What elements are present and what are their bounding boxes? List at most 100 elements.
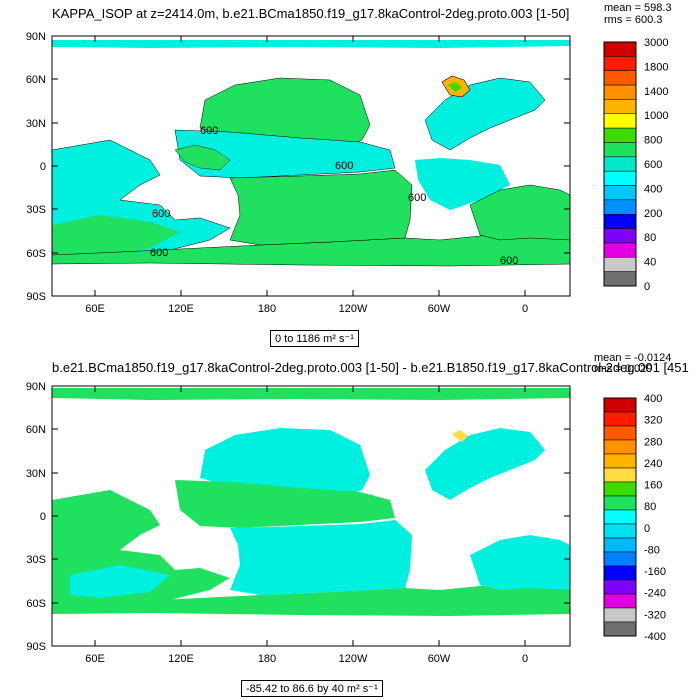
p1-colorbar-label: 200 <box>644 208 662 220</box>
p2-colorbar-swatch <box>603 593 637 609</box>
p1-colorbar-label: 3000 <box>644 37 668 49</box>
p1-lat-label: 90N <box>26 31 46 43</box>
p2-colorbar-swatch <box>603 495 637 511</box>
p1-greenland-core <box>448 82 462 92</box>
p1-south-pacific <box>229 169 413 246</box>
p2-colorbar-swatch <box>603 621 637 637</box>
p2-colorbar-swatch <box>603 453 637 469</box>
p2-colorbar-label: -160 <box>644 566 666 578</box>
p1-maritime-continent <box>174 144 231 171</box>
p1-colorbar-swatch <box>603 213 637 229</box>
p1-lon-label: 120E <box>168 303 194 315</box>
p2-colorbar-label: -320 <box>644 609 666 621</box>
p1-lat-label: 0 <box>40 161 46 173</box>
p2-lon-label: 60E <box>85 653 105 665</box>
panel2-rms: rms = 0.029 <box>594 363 653 375</box>
p1-colorbar-swatch <box>603 170 637 186</box>
panel2-range-box: -85.42 to 86.6 by 40 m² s⁻¹ <box>241 680 383 697</box>
p1-contour-label: 600 <box>408 192 426 204</box>
p1-colorbar-swatch <box>603 142 637 158</box>
panel1-range-box: 0 to 1186 m² s⁻¹ <box>270 330 359 347</box>
p1-lat-label: 90S <box>26 291 46 303</box>
p1-contour-label: 600 <box>200 125 218 137</box>
p1-colorbar-swatch <box>603 41 637 57</box>
p1-eq-pacific <box>174 129 396 179</box>
p2-colorbar-swatch <box>603 509 637 525</box>
p2-colorbar-swatch <box>603 481 637 497</box>
p1-south-atlantic <box>469 184 570 241</box>
p1-colorbar-swatch <box>603 228 637 244</box>
p2-north-atlantic <box>425 428 545 500</box>
p2-colorbar-frame <box>603 397 637 637</box>
p1-colorbar-frame <box>603 41 637 287</box>
p2-north-pacific <box>200 428 370 498</box>
p1-colorbar-swatch <box>603 70 637 86</box>
p2-lat-label: 60S <box>26 598 46 610</box>
p1-lat-label: 30S <box>26 204 46 216</box>
panel2-colorbar: 400 320 280 240 160 80 0 -80 -160 -240 -320 -400 <box>603 393 666 643</box>
p1-colorbar-swatch <box>603 185 637 201</box>
p2-lat-label: 30N <box>26 468 46 480</box>
p2-south-atlantic <box>470 535 570 590</box>
p1-colorbar-label: 1400 <box>644 86 668 98</box>
p2-eq-pacific <box>175 480 395 528</box>
p1-contour-label: 600 <box>150 247 168 259</box>
p1-lat-label: 30N <box>26 118 46 130</box>
panel1-title: KAPPA_ISOP at z=2414.0m, b.e21.BCma1850.… <box>52 6 570 21</box>
panel1-mean: mean = 598.3 <box>604 2 672 14</box>
p2-colorbar-swatch <box>603 579 637 595</box>
p1-colorbar-swatch <box>603 199 637 215</box>
p2-colorbar-swatch <box>603 537 637 553</box>
p2-lat-label: 30S <box>26 554 46 566</box>
p2-colorbar-swatch <box>603 565 637 581</box>
p1-colorbar-label: 600 <box>644 159 662 171</box>
p1-indian-ocean-core <box>52 215 180 258</box>
p1-lat-label: 60S <box>26 248 46 260</box>
p2-colorbar-label: 280 <box>644 436 662 448</box>
p1-colorbar-swatch <box>603 99 637 115</box>
p1-colorbar-label: 1000 <box>644 110 668 122</box>
p1-colorbar-swatch <box>603 257 637 272</box>
panel2-mean: mean = -0.0124 <box>594 352 672 364</box>
p1-colorbar-swatch <box>603 127 637 143</box>
p1-lon-label: 60W <box>428 303 451 315</box>
panel1-rms: rms = 600.3 <box>604 14 663 26</box>
p2-colorbar-swatch <box>603 551 637 567</box>
p1-colorbar-swatch <box>603 271 637 287</box>
p1-arctic-ocean <box>52 40 570 48</box>
p1-colorbar-swatch <box>603 84 637 100</box>
p2-colorbar-swatch <box>603 425 637 441</box>
panel2-axes: 90N 60N 30N 0 30S 60S 90S 60E 120E 180 1… <box>26 381 570 665</box>
p2-southern-ocean <box>52 580 570 616</box>
p1-colorbar-swatch <box>603 113 637 129</box>
p2-colorbar-swatch <box>603 607 637 623</box>
p2-colorbar-swatch <box>603 467 637 483</box>
p2-south-pacific <box>230 520 412 595</box>
p1-lat-label: 60N <box>26 74 46 86</box>
p1-tropical-atlantic <box>415 158 510 210</box>
p2-lat-label: 90S <box>26 641 46 653</box>
p1-contour-label: 600 <box>152 208 170 220</box>
p2-arctic-ocean <box>52 388 570 400</box>
panel1-axes: 90N 60N 30N 0 30S 60S 90S 60E 120E 180 1… <box>26 31 570 315</box>
p1-colorbar-label: 80 <box>644 232 656 244</box>
p2-lat-label: 60N <box>26 424 46 436</box>
p1-colorbar-label: 0 <box>644 281 650 293</box>
p1-colorbar-label: 800 <box>644 135 662 147</box>
p1-colorbar-label: 400 <box>644 183 662 195</box>
p2-colorbar-label: 160 <box>644 480 662 492</box>
p1-lon-label: 0 <box>522 303 528 315</box>
p2-colorbar-label: 0 <box>644 523 650 535</box>
p1-colorbar-label: 40 <box>644 257 656 269</box>
p2-colorbar-label: -240 <box>644 588 666 600</box>
p2-greenland-anomaly <box>452 430 468 442</box>
p1-lon-label: 180 <box>258 303 276 315</box>
p2-lon-label: 60W <box>428 653 451 665</box>
p2-lon-label: 0 <box>522 653 528 665</box>
p2-lat-label: 90N <box>26 381 46 393</box>
panel2-title: b.e21.BCma1850.f19_g17.8kaControl-2deg.p… <box>52 360 689 375</box>
p2-colorbar-label: 320 <box>644 415 662 427</box>
panel1-map: 600 600 600 600 600 600 <box>52 36 570 296</box>
